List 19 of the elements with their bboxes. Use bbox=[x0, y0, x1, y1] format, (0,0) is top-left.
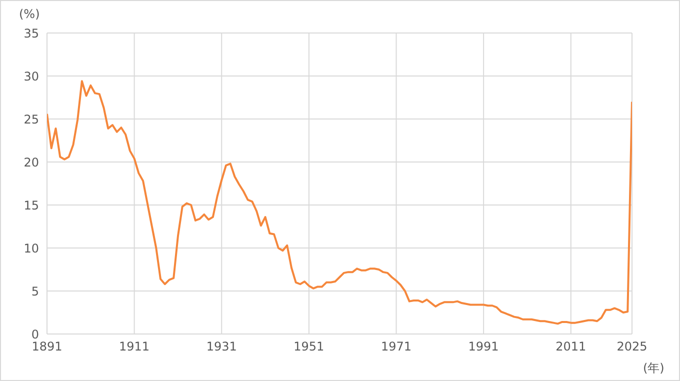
x-tick-label: 1891 bbox=[32, 340, 62, 354]
y-tick-label: 15 bbox=[24, 198, 39, 212]
y-tick-label: 30 bbox=[24, 69, 39, 84]
y-tick-label: 20 bbox=[24, 155, 39, 170]
x-tick-label: 1991 bbox=[468, 340, 499, 354]
y-tick-label: 35 bbox=[24, 26, 39, 40]
x-tick-label: 1951 bbox=[294, 340, 324, 354]
x-axis-title: (年) bbox=[643, 360, 664, 377]
x-tick-label: 2025 bbox=[616, 340, 648, 354]
x-tick-label: 1911 bbox=[119, 340, 150, 354]
y-tick-label: 0 bbox=[31, 327, 39, 342]
x-tick-label: 1971 bbox=[380, 340, 412, 354]
x-tick-label: 2011 bbox=[556, 340, 586, 354]
y-tick-label: 10 bbox=[24, 241, 39, 256]
x-tick-label: 1931 bbox=[206, 340, 237, 354]
line-series bbox=[47, 80, 632, 325]
y-tick-label: 25 bbox=[24, 112, 39, 126]
y-axis-title: (%) bbox=[19, 7, 40, 21]
y-tick-label: 5 bbox=[31, 284, 39, 298]
